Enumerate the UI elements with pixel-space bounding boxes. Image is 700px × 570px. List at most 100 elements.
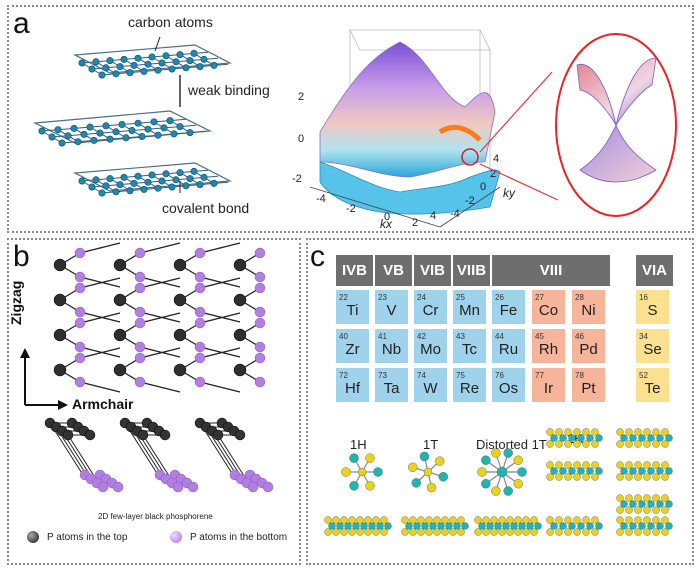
graphite-layer-bottom [72, 162, 233, 197]
chalcogen-atom [634, 440, 642, 448]
carbon-atom [98, 71, 106, 79]
chalcogen-atom [365, 481, 375, 491]
element-Os: 76 Os [492, 368, 525, 402]
phase-label-distorted-1T: Distorted 1T [476, 437, 547, 452]
kx-tick-1: -2 [346, 203, 356, 215]
chalcogen-atom [341, 467, 351, 477]
p-atom-bottom [262, 481, 274, 493]
carbon-atom [64, 132, 72, 140]
pointer-line-carbon [154, 36, 161, 52]
carbon-atom [120, 173, 128, 181]
carbon-atom [162, 170, 170, 178]
metal-atom [647, 467, 655, 475]
carbon-atom [134, 172, 142, 180]
chalcogen-atom [324, 528, 332, 536]
metal-atom [595, 467, 603, 475]
element-symbol: Pt [581, 380, 596, 397]
chalcogen-atom [616, 461, 624, 469]
p-atom-top [53, 363, 67, 377]
element-Nb: 41 Nb [375, 329, 408, 363]
carbon-atom [160, 124, 168, 132]
metal-atom [438, 472, 448, 482]
chalcogen-atom [616, 428, 624, 436]
carbon-atom [190, 167, 198, 175]
chalcogen-atom [625, 440, 633, 448]
chalcogen-atom [564, 461, 572, 469]
kx-tick-0: -4 [316, 193, 326, 205]
phosphorene-side-view [44, 417, 274, 493]
atomic-number: 46 [575, 332, 584, 341]
chalcogen-atom [573, 461, 581, 469]
chalcogen-atom [634, 506, 642, 514]
chalcogen-atom [625, 461, 633, 469]
chalcogen-atom [401, 516, 409, 524]
element-Fe: 26 Fe [492, 290, 525, 324]
chalcogen-atom [625, 506, 633, 514]
chalcogen-atom [498, 516, 506, 524]
element-Co: 27 Co [532, 290, 565, 324]
metal-atom [638, 467, 646, 475]
chalcogen-atom [546, 528, 554, 536]
carbon-atom [138, 133, 146, 141]
metal-atom [665, 467, 673, 475]
element-V: 23 V [375, 290, 408, 324]
p-atom-bottom [172, 481, 184, 493]
phase-label-1T: 1T [423, 437, 439, 452]
chalcogen-atom [661, 428, 669, 436]
carbon-atom [96, 129, 104, 137]
chalcogen-atom [514, 516, 522, 524]
chalcogen-atom [364, 528, 372, 536]
carbon-atom [102, 182, 110, 190]
element-symbol: Os [498, 380, 519, 397]
p-atom-bottom [194, 352, 206, 364]
carbon-atom [128, 127, 136, 135]
kx-axis-label: kx [380, 217, 393, 230]
chalcogen-atom [661, 516, 669, 524]
element-symbol: Fe [499, 302, 518, 319]
chalcogen-atom [441, 528, 449, 536]
chalcogen-atom [506, 516, 514, 524]
element-symbol: Zr [345, 341, 360, 358]
carbon-atom [134, 119, 142, 127]
metal-atom [478, 522, 486, 530]
metal-atom [413, 522, 421, 530]
carbon-atom [102, 122, 110, 130]
chalcogen-atom [573, 440, 581, 448]
chalcogen-atom [546, 473, 554, 481]
p-atom-top [113, 293, 127, 307]
element-Ti: 22 Ti [336, 290, 369, 324]
chalcogen-atom [616, 473, 624, 481]
chalcogen-atom [661, 528, 669, 536]
chalcogen-atom [546, 516, 554, 524]
chalcogen-atom [555, 528, 563, 536]
chalcogen-atom [634, 473, 642, 481]
chalcogen-atom [477, 467, 487, 477]
chalcogen-atom [643, 440, 651, 448]
metal-atom [559, 434, 567, 442]
carbon-atom [196, 181, 204, 189]
element-Te: 52 Te [636, 368, 669, 402]
metal-atom [620, 500, 628, 508]
chalcogen-atom [457, 528, 465, 536]
phase-label-1H: 1H [350, 437, 367, 452]
metal-atom [461, 522, 469, 530]
chalcogen-atom [652, 461, 660, 469]
zigzag-label: Zigzag [8, 280, 24, 325]
chalcogen-atom [356, 528, 364, 536]
p-atom-bottom [134, 341, 146, 353]
chalcogen-atom [652, 516, 660, 524]
metal-atom [577, 467, 585, 475]
carbon-atom [102, 64, 110, 72]
p-atom-bottom [134, 282, 146, 294]
p-atom-bottom [74, 376, 86, 388]
chalcogen-atom [625, 528, 633, 536]
carbon-atom [154, 184, 162, 192]
carbon-atom [172, 176, 180, 184]
carbon-atom [150, 118, 158, 126]
carbon-atom [122, 134, 130, 142]
p-atom-top [113, 363, 127, 377]
header-VIA: VIA [636, 255, 673, 286]
metal-atom [405, 522, 413, 530]
element-Zr: 40 Zr [336, 329, 369, 363]
chalcogen-atom [652, 528, 660, 536]
